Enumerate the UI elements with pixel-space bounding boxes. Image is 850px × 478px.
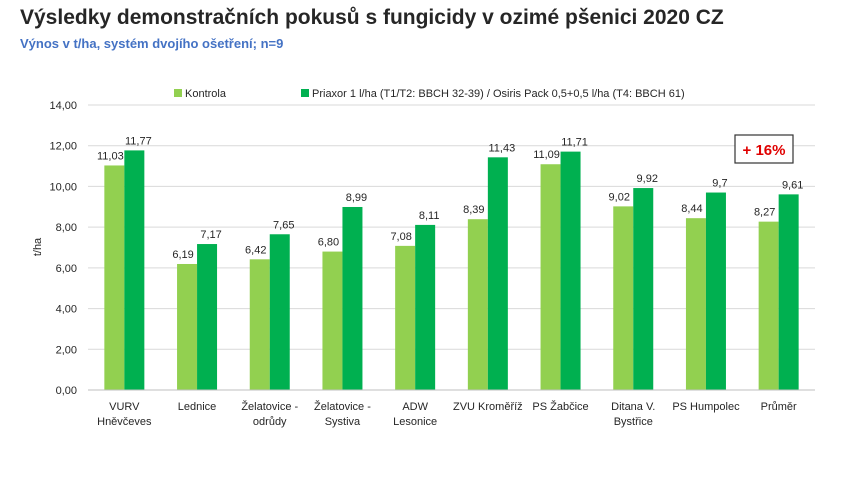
x-tick-label: Želatovice -Systiva xyxy=(314,400,371,428)
legend: Kontrola Priaxor 1 l/ha (T1/T2: BBCH 32-… xyxy=(174,88,685,100)
y-axis-ticks: 0,00 2,00 4,00 6,00 8,00 10,00 12,00 14,00 xyxy=(49,100,77,397)
data-label: 7,17 xyxy=(200,229,221,241)
bar-priaxor xyxy=(269,234,290,390)
bar-kontrola xyxy=(467,219,488,390)
data-label: 9,02 xyxy=(609,191,630,203)
callout-text: + 16% xyxy=(743,142,786,159)
chart-title: Výsledky demonstračních pokusů s fungici… xyxy=(20,6,724,29)
x-tick-label: PS Humpolec xyxy=(672,401,740,413)
data-label: 11,09 xyxy=(533,149,560,161)
bar-priaxor xyxy=(705,192,726,390)
bar-priaxor xyxy=(415,224,436,390)
x-tick-label: Lednice xyxy=(178,401,217,413)
legend-label-priaxor: Priaxor 1 l/ha (T1/T2: BBCH 32-39) / Osi… xyxy=(312,88,685,100)
x-tick-label: Průměr xyxy=(761,401,797,413)
bar-kontrola xyxy=(104,165,125,390)
data-label: 9,61 xyxy=(782,179,803,191)
bar-kontrola xyxy=(249,259,270,390)
bar-priaxor xyxy=(560,151,581,390)
legend-label-kontrola: Kontrola xyxy=(185,88,227,100)
y-axis-label: t/ha xyxy=(32,237,44,256)
increase-callout: + 16% xyxy=(734,134,794,164)
data-label: 8,11 xyxy=(419,210,440,222)
bars xyxy=(104,150,799,390)
data-label: 7,08 xyxy=(390,231,411,243)
data-label: 6,42 xyxy=(245,244,266,256)
bar-kontrola xyxy=(613,206,634,390)
bar-priaxor xyxy=(124,150,145,390)
x-tick-label: Ditana V. Bystřice xyxy=(611,401,655,428)
data-label: 8,39 xyxy=(463,204,484,216)
bar-kontrola xyxy=(177,263,198,390)
data-label: 8,99 xyxy=(346,192,367,204)
data-label: 6,80 xyxy=(318,237,339,249)
legend-swatch-priaxor xyxy=(301,89,309,97)
x-tick-label: ADW Lesonice xyxy=(393,401,437,428)
data-label: 11,71 xyxy=(561,137,588,149)
bar-kontrola xyxy=(685,218,706,390)
data-label: 9,7 xyxy=(712,178,727,190)
legend-swatch-kontrola xyxy=(174,89,182,97)
bar-kontrola xyxy=(758,221,779,390)
bar-priaxor xyxy=(778,194,799,390)
x-tick-label: PS Žabčice xyxy=(532,400,588,413)
bar-priaxor xyxy=(342,206,363,390)
data-label: 7,65 xyxy=(273,219,294,231)
y-tick-label: 0,00 xyxy=(56,385,77,397)
y-tick-label: 8,00 xyxy=(56,222,77,234)
x-axis-ticks: VURV Hněvčeves Lednice Želatovice -odrůdy Že… xyxy=(97,400,797,428)
x-tick-label: ZVU Kroměříž xyxy=(453,401,523,413)
data-label: 8,44 xyxy=(681,203,702,215)
y-tick-label: 14,00 xyxy=(49,100,77,112)
bar-kontrola xyxy=(322,251,343,390)
bar-kontrola xyxy=(540,164,561,390)
data-label: 11,77 xyxy=(125,135,152,147)
bar-priaxor xyxy=(633,188,654,390)
data-label: 11,43 xyxy=(488,142,515,154)
data-label: 6,19 xyxy=(172,249,193,261)
data-label: 8,27 xyxy=(754,207,775,219)
bar-priaxor xyxy=(197,244,218,390)
callout-box xyxy=(734,134,794,164)
x-tick-label: VURV Hněvčeves xyxy=(97,401,152,428)
y-tick-label: 10,00 xyxy=(49,181,77,193)
bar-priaxor xyxy=(487,157,508,390)
y-tick-label: 12,00 xyxy=(49,141,77,153)
y-tick-label: 4,00 xyxy=(56,304,77,316)
bar-kontrola xyxy=(395,245,416,390)
data-label: 11,03 xyxy=(97,150,124,162)
y-tick-label: 2,00 xyxy=(56,344,77,356)
chart-subtitle: Výnos v t/ha, systém dvojího ošetření; n… xyxy=(20,36,284,51)
y-tick-label: 6,00 xyxy=(56,263,77,275)
data-label: 9,92 xyxy=(637,173,658,185)
x-tick-label: Želatovice -odrůdy xyxy=(241,400,298,428)
